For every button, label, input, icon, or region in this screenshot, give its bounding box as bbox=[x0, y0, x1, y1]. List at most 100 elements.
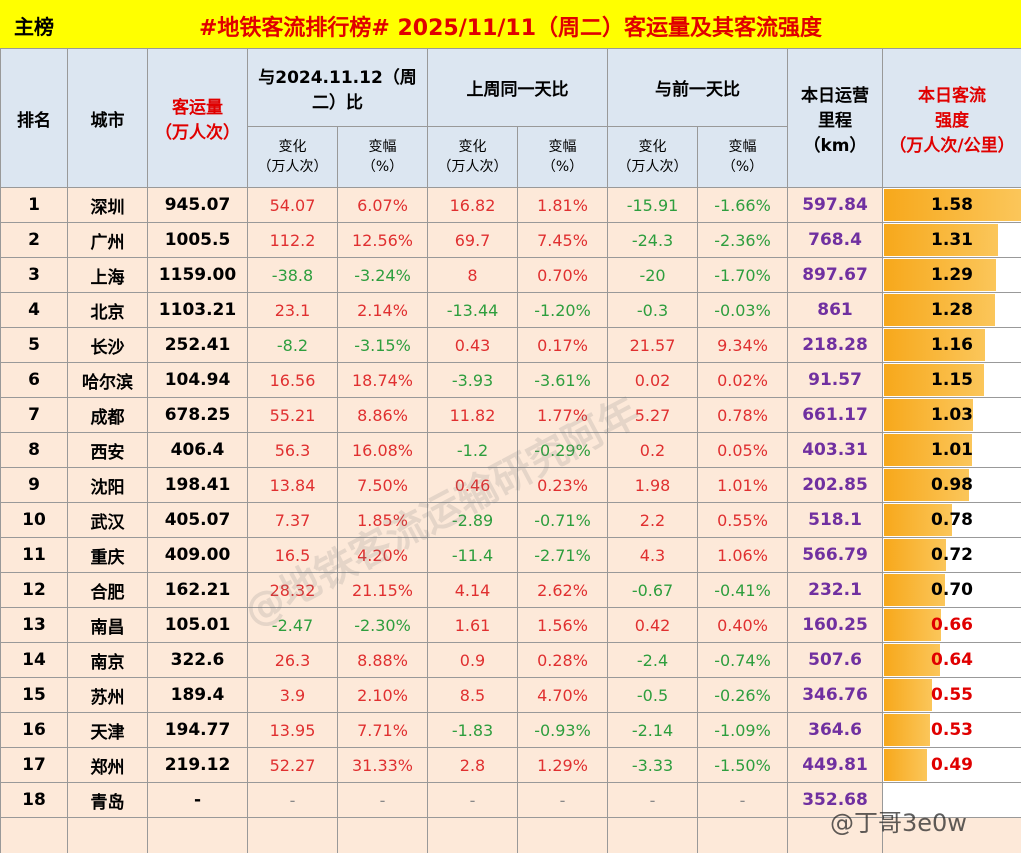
cell: 507.6 bbox=[787, 642, 884, 678]
tag: 主榜 bbox=[14, 15, 54, 39]
cell: 1.29% bbox=[517, 747, 609, 783]
cell: 11.82 bbox=[427, 397, 519, 433]
cell: 566.79 bbox=[787, 537, 884, 573]
cell: 21.57 bbox=[607, 327, 699, 363]
intensity-cell: 0.98 bbox=[882, 467, 1021, 503]
cell: 8 bbox=[0, 432, 68, 468]
intensity-bar bbox=[884, 714, 930, 746]
intensity-cell: 0.72 bbox=[882, 537, 1021, 573]
cell: 7 bbox=[0, 397, 68, 433]
cell: 91.57 bbox=[787, 362, 884, 398]
header-cell: 客运量 （万人次） bbox=[147, 48, 248, 188]
intensity-cell: 1.15 bbox=[882, 362, 1021, 398]
intensity-cell: 1.29 bbox=[882, 257, 1021, 293]
cell: -38.8 bbox=[247, 257, 338, 293]
cell: -2.47 bbox=[247, 607, 338, 643]
cell: -3.24% bbox=[336, 257, 429, 293]
cell: 0.46 bbox=[427, 467, 519, 503]
cell: 409.00 bbox=[147, 537, 248, 573]
cell: - bbox=[427, 782, 519, 818]
cell: 7.37 bbox=[247, 502, 338, 538]
intensity-value: 1.29 bbox=[931, 265, 973, 285]
cell: 7.45% bbox=[517, 222, 609, 258]
intensity-cell: 1.01 bbox=[882, 432, 1021, 468]
cell: 55.21 bbox=[247, 397, 338, 433]
cell: -3.33 bbox=[607, 747, 699, 783]
intensity-value: 1.16 bbox=[931, 335, 973, 355]
cell: 406.4 bbox=[147, 432, 248, 468]
cell: -1.2 bbox=[427, 432, 519, 468]
data-row: 10 武汉 405.07 7.37 1.85% -2.89 -0.71% 2.2 0.55% 51… bbox=[0, 502, 1021, 538]
cell: 1.98 bbox=[607, 467, 699, 503]
data-row: 16 天津 194.77 13.95 7.71% -1.83 -0.93% -2.14 -1.0… bbox=[0, 712, 1021, 748]
header-group: 上周同一天比 bbox=[427, 48, 609, 127]
cell: 7.50% bbox=[336, 467, 429, 503]
cell: 4.3 bbox=[607, 537, 699, 573]
cell: 8.5 bbox=[427, 677, 519, 713]
cell: 1103.21 bbox=[147, 292, 248, 328]
cell: 3.9 bbox=[247, 677, 338, 713]
cell: 郑州 bbox=[67, 747, 148, 783]
cell: 661.17 bbox=[787, 397, 884, 433]
cell: - bbox=[697, 782, 789, 818]
cell: 武汉 bbox=[67, 502, 148, 538]
cell: 广州 bbox=[67, 222, 148, 258]
intensity-bar bbox=[884, 329, 985, 361]
cell: 1.61 bbox=[427, 607, 519, 643]
cell: 哈尔滨 bbox=[67, 362, 148, 398]
cell: -8.2 bbox=[247, 327, 338, 363]
cell bbox=[0, 817, 68, 853]
cell: 5 bbox=[0, 327, 68, 363]
intensity-value: 0.49 bbox=[931, 755, 973, 775]
cell: 0.17% bbox=[517, 327, 609, 363]
cell: 1005.5 bbox=[147, 222, 248, 258]
cell: 10 bbox=[0, 502, 68, 538]
cell: 青岛 bbox=[67, 782, 148, 818]
intensity-bar bbox=[884, 364, 984, 396]
title: #地铁客流排行榜# 2025/11/11（周二）客运量及其客流强度 bbox=[198, 16, 823, 41]
cell: 1.06% bbox=[697, 537, 789, 573]
ranking-table: 排名 城市 客运量 （万人次） 与2024.11.12（周二）比 上周同一天比 与前一天比… bbox=[0, 48, 1021, 853]
cell: -0.29% bbox=[517, 432, 609, 468]
intensity-value: 1.03 bbox=[931, 405, 973, 425]
intensity-bar bbox=[884, 434, 972, 466]
cell: 9 bbox=[0, 467, 68, 503]
data-row: 4 北京 1103.21 23.1 2.14% -13.44 -1.20% -0.3 -0.03… bbox=[0, 292, 1021, 328]
cell: -0.26% bbox=[697, 677, 789, 713]
cell: 162.21 bbox=[147, 572, 248, 608]
intensity-cell: 0.66 bbox=[882, 607, 1021, 643]
cell: 3 bbox=[0, 257, 68, 293]
cell: 1.85% bbox=[336, 502, 429, 538]
data-row: 11 重庆 409.00 16.5 4.20% -11.4 -2.71% 4.3 1.06% 56… bbox=[0, 537, 1021, 573]
cell: 4.70% bbox=[517, 677, 609, 713]
intensity-bar bbox=[884, 259, 996, 291]
intensity-bar bbox=[884, 574, 945, 606]
cell: 4.20% bbox=[336, 537, 429, 573]
header-sub: 变化 （万人次） bbox=[607, 126, 699, 188]
cell bbox=[427, 817, 519, 853]
intensity-bar bbox=[884, 644, 940, 676]
cell: 西安 bbox=[67, 432, 148, 468]
intensity-cell: 1.16 bbox=[882, 327, 1021, 363]
cell: 2.14% bbox=[336, 292, 429, 328]
cell: 16.08% bbox=[336, 432, 429, 468]
cell: -1.09% bbox=[697, 712, 789, 748]
cell: - bbox=[607, 782, 699, 818]
cell: - bbox=[147, 782, 248, 818]
cell: 6.07% bbox=[336, 187, 429, 223]
cell: -2.36% bbox=[697, 222, 789, 258]
cell: 202.85 bbox=[787, 467, 884, 503]
cell: 天津 bbox=[67, 712, 148, 748]
cell: - bbox=[247, 782, 338, 818]
intensity-value: 1.58 bbox=[931, 195, 973, 215]
cell: 364.6 bbox=[787, 712, 884, 748]
cell: 218.28 bbox=[787, 327, 884, 363]
cell: -0.3 bbox=[607, 292, 699, 328]
data-row: 1 深圳 945.07 54.07 6.07% 16.82 1.81% -15.91 -1.66… bbox=[0, 187, 1021, 223]
cell: 7.71% bbox=[336, 712, 429, 748]
cell: 56.3 bbox=[247, 432, 338, 468]
intensity-cell: 0.53 bbox=[882, 712, 1021, 748]
cell: 105.01 bbox=[147, 607, 248, 643]
cell: - bbox=[517, 782, 609, 818]
cell: 21.15% bbox=[336, 572, 429, 608]
